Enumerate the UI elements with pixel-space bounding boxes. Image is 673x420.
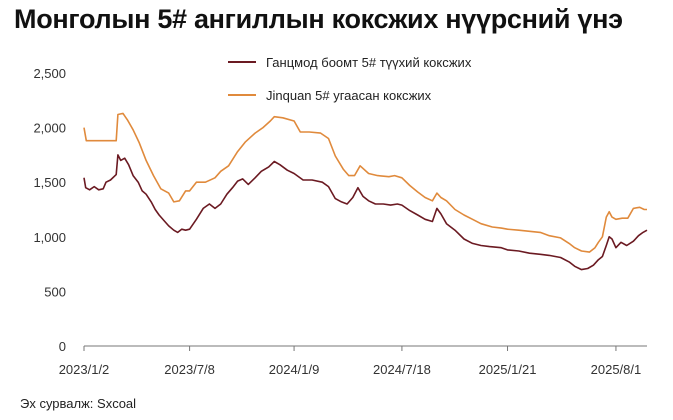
x-tick-label: 2025/1/21 [479, 362, 537, 377]
legend: Ганцмод боомт 5# түүхий коксжих Jinquan … [228, 55, 472, 103]
chart-title: Монголын 5# ангиллын коксжих нүүрсний үн… [14, 4, 623, 34]
legend-label-gantsmod: Ганцмод боомт 5# түүхий коксжих [266, 55, 472, 70]
x-axis: 2023/1/2 2023/7/8 2024/1/9 2024/7/18 2025/1/… [59, 345, 647, 377]
source-note: Эх сурвалж: Sxcoal [20, 396, 137, 411]
y-tick-label: 500 [44, 284, 66, 299]
y-tick-label: 0 [59, 339, 66, 354]
series-line-jinquan [83, 112, 647, 253]
legend-label-jinquan: Jinquan 5# угаасан коксжих [266, 88, 432, 103]
y-tick-label: 1,000 [33, 230, 66, 245]
series-line-gantsmod [83, 154, 648, 271]
series-layer [83, 112, 648, 271]
y-tick-label: 1,500 [33, 175, 66, 190]
x-tick-label: 2023/7/8 [164, 362, 215, 377]
y-tick-label: 2,000 [33, 121, 66, 136]
x-tick-label: 2023/1/2 [59, 362, 110, 377]
x-tick-label: 2024/7/18 [373, 362, 431, 377]
x-tick-label: 2025/8/1 [591, 362, 642, 377]
y-tick-label: 2,500 [33, 66, 66, 81]
y-axis: 0 500 1,000 1,500 2,000 2,500 [33, 66, 66, 354]
x-tick-label: 2024/1/9 [269, 362, 320, 377]
